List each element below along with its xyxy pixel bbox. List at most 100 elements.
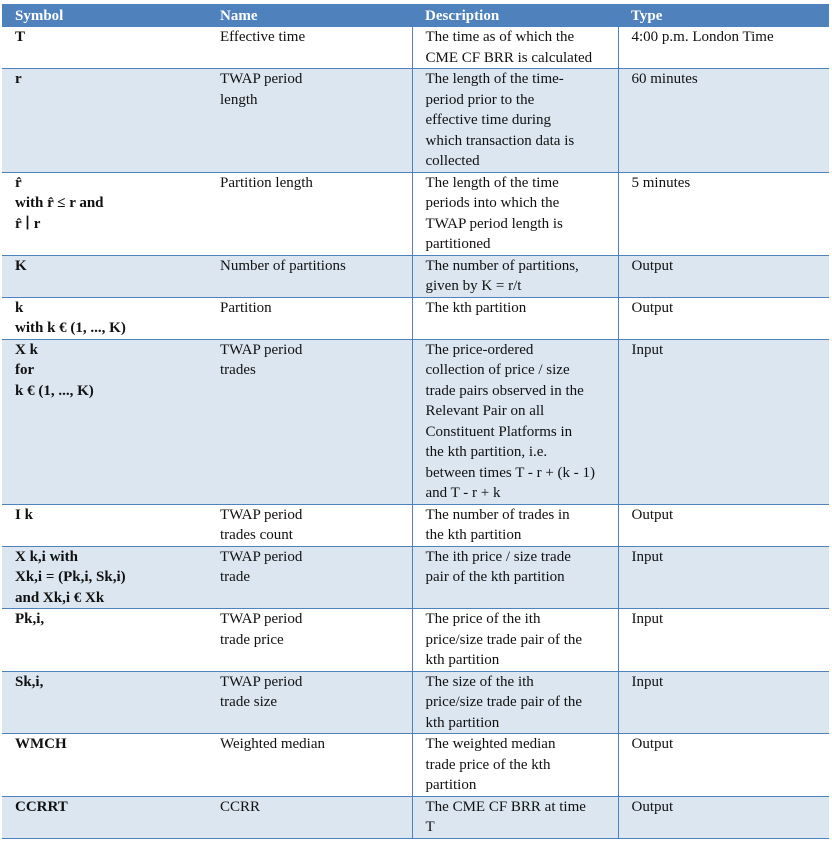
cell-name-line: trades <box>220 362 256 378</box>
cell-description-line: Relevant Pair on all <box>425 403 545 419</box>
cell-description-line: The kth partition <box>425 299 527 316</box>
cell-symbol: K <box>2 255 207 298</box>
cell-name: TWAP period trade price <box>207 608 412 672</box>
cell-description-line: The length of the time- <box>425 71 564 87</box>
cell-symbol-line: X k,i with <box>15 548 78 565</box>
header-symbol: Symbol <box>2 4 207 27</box>
cell-description-line: the kth partition <box>425 527 522 543</box>
cell-description: The time as of which the CME CF BRR is ca… <box>411 27 619 69</box>
cell-name-line: Number of partitions <box>220 257 346 274</box>
cell-name: TWAP period trade size <box>207 671 412 734</box>
cell-description: The size of the ith price/size trade pair… <box>411 671 619 734</box>
cell-type: Input <box>618 671 829 734</box>
cell-name-line: trade <box>220 569 250 585</box>
cell-name-line: Effective time <box>220 29 306 45</box>
cell-name-line: trade price <box>220 631 284 648</box>
cell-symbol-line: with r̂ ≤ r and <box>15 195 104 211</box>
cell-description: The ith price / size trade pair of the kt… <box>411 546 619 609</box>
cell-type: Input <box>618 608 829 672</box>
definitions-table: Symbol Name Description Type T Effective … <box>2 4 829 839</box>
cell-name-line: TWAP period <box>220 548 303 565</box>
cell-name-line: Weighted median <box>220 736 326 752</box>
cell-description-line: which transaction data is <box>425 132 575 149</box>
cell-symbol: Pk,i, <box>2 608 207 672</box>
cell-type: 5 minutes <box>618 172 829 256</box>
header-description: Description <box>412 4 618 27</box>
cell-type: Input <box>618 339 829 505</box>
cell-description-line: given by K = r/t <box>425 278 522 294</box>
cell-name: TWAP period trade <box>207 546 412 609</box>
cell-description-line: The price-ordered <box>425 341 534 358</box>
cell-symbol: T <box>2 27 207 69</box>
cell-symbol-line: k <box>15 299 24 316</box>
cell-name-line: Partition length <box>220 174 313 191</box>
cell-type: Output <box>618 733 829 797</box>
table-row: X k,i with Xk,i = (Pk,i, Sk,i) and Xk,i € … <box>2 546 829 609</box>
cell-description-line: collected <box>425 153 480 169</box>
cell-description-line: effective time during <box>425 112 552 128</box>
cell-symbol: WMCH <box>2 733 207 797</box>
cell-symbol: Sk,i, <box>2 671 207 734</box>
cell-name-line: length <box>220 91 258 108</box>
cell-name: Effective time <box>207 27 412 69</box>
cell-type: Output <box>618 796 829 839</box>
cell-description-line: and T - r + k <box>425 485 501 501</box>
cell-type: 60 minutes <box>618 68 829 173</box>
cell-description: The kth partition <box>411 297 619 340</box>
cell-symbol-line: I k <box>15 506 33 523</box>
cell-description-line: The ith price / size trade <box>425 548 571 565</box>
cell-description-line: partition <box>425 777 477 793</box>
cell-symbol-line: r <box>15 71 22 87</box>
cell-description-line: price/size trade pair of the <box>425 631 583 648</box>
cell-description: The length of the time-period prior to t… <box>411 68 619 173</box>
cell-description: The weighted median trade price of the kt… <box>411 733 619 797</box>
table-body: T Effective time The time as of which the C… <box>2 27 829 839</box>
cell-name-line: trade size <box>220 694 278 710</box>
table-row: CCRRT CCRR The CME CF BRR at time T Output <box>2 796 829 839</box>
cell-name: Partition length <box>207 172 412 256</box>
cell-type: 4:00 p.m. London Time <box>618 27 829 69</box>
table-row: r TWAP period length The length of the time… <box>2 68 829 173</box>
cell-symbol-line: K <box>15 257 27 274</box>
cell-name: Partition <box>207 297 412 340</box>
header-type: Type <box>618 4 829 27</box>
cell-type: Input <box>618 546 829 609</box>
cell-symbol: I k <box>2 504 207 547</box>
cell-name: Number of partitions <box>207 255 412 298</box>
cell-name-line: TWAP period <box>220 611 303 627</box>
cell-description-line: between times T - r + (k - 1) <box>425 464 596 481</box>
cell-symbol: X k,i with Xk,i = (Pk,i, Sk,i) and Xk,i € … <box>2 546 207 609</box>
cell-symbol: r <box>2 68 207 173</box>
cell-description-line: kth partition <box>425 714 500 731</box>
cell-name: TWAP period trades <box>207 339 412 505</box>
table-row: Sk,i, TWAP period trade size The size of th… <box>2 671 829 734</box>
cell-name-line: TWAP period <box>220 71 303 87</box>
cell-symbol: r̂ with r̂ ≤ r and r̂ ∣ r <box>2 172 207 256</box>
table-row: Pk,i, TWAP period trade price The price of … <box>2 608 829 672</box>
cell-description-line: period prior to the <box>425 91 535 108</box>
cell-description: The price-ordered collection of price / s… <box>411 339 619 505</box>
cell-symbol-line: WMCH <box>15 736 67 752</box>
cell-symbol-line: Xk,i = (Pk,i, Sk,i) <box>15 569 126 585</box>
cell-description-line: The number of trades in <box>425 506 570 523</box>
cell-name-line: TWAP period <box>220 673 303 690</box>
cell-description-line: partitioned <box>425 236 491 252</box>
cell-type: Output <box>618 255 829 298</box>
cell-description-line: The length of the time <box>425 174 559 191</box>
cell-symbol-line: k € (1, ..., K) <box>15 382 94 399</box>
cell-description-line: collection of price / size <box>425 362 570 378</box>
cell-description-line: The price of the ith <box>425 611 541 627</box>
cell-description-line: The number of partitions, <box>425 257 579 274</box>
cell-description-line: periods into which the <box>425 195 560 211</box>
cell-description-line: trade pairs observed in the <box>425 382 584 399</box>
table-row: I k TWAP period trades count The number of … <box>2 504 829 547</box>
cell-name: TWAP period length <box>207 68 412 173</box>
cell-name-line: CCRR <box>220 798 261 815</box>
table-row: T Effective time The time as of which the C… <box>2 27 829 69</box>
cell-name-line: TWAP period <box>220 506 303 523</box>
cell-symbol: k with k € (1, ..., K) <box>2 297 207 340</box>
cell-symbol-line: Sk,i, <box>15 673 44 690</box>
cell-description-line: The CME CF BRR at time <box>425 798 586 815</box>
cell-symbol: X k for k € (1, ..., K) <box>2 339 207 505</box>
cell-name-line: TWAP period <box>220 341 303 358</box>
